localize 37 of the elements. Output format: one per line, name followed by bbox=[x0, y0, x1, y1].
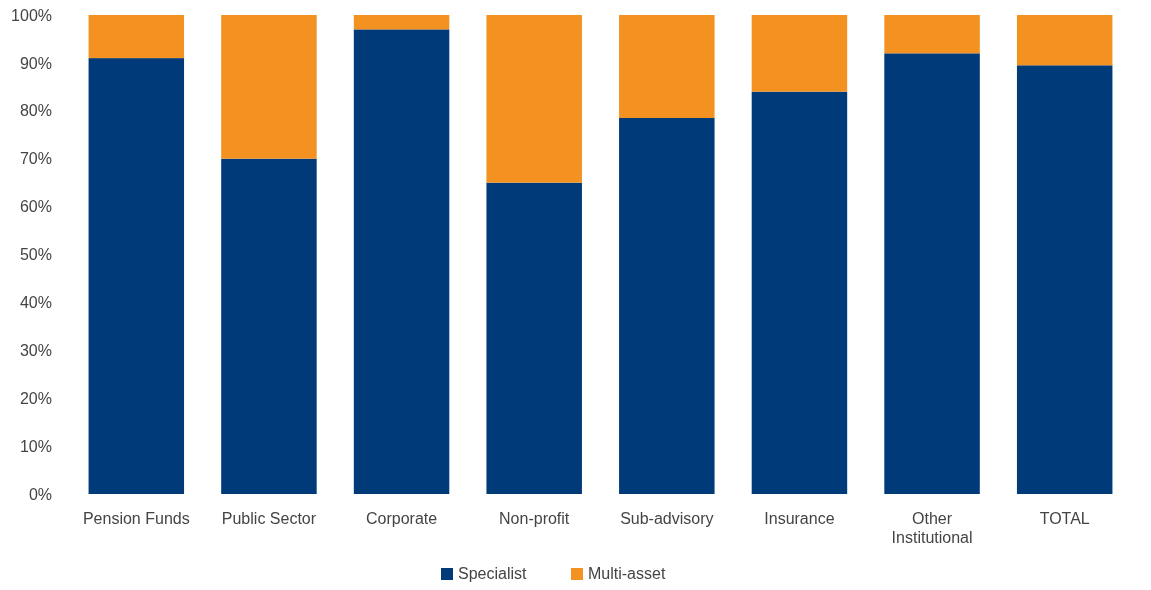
bar bbox=[486, 15, 582, 183]
bar bbox=[88, 15, 185, 59]
bar bbox=[1016, 15, 1113, 66]
x-tick-label: Other Institutional bbox=[891, 510, 973, 546]
y-tick-label: 30% bbox=[19, 341, 52, 359]
y-tick-label: 10% bbox=[19, 437, 52, 455]
bar bbox=[751, 15, 848, 92]
y-tick-label: 50% bbox=[19, 246, 52, 264]
x-tick-label: Pension Funds bbox=[82, 510, 190, 527]
y-tick-label: 20% bbox=[19, 389, 52, 407]
y-tick-label: 70% bbox=[19, 150, 52, 168]
bar bbox=[486, 182, 582, 494]
bar bbox=[1016, 65, 1113, 494]
x-tick-label: TOTAL bbox=[1039, 510, 1090, 527]
bar bbox=[88, 58, 185, 494]
bar bbox=[619, 15, 715, 118]
bar bbox=[353, 15, 450, 30]
legend-label: Specialist bbox=[458, 565, 528, 582]
x-tick-label: Public Sector bbox=[221, 510, 317, 527]
bar bbox=[884, 53, 980, 494]
x-tick-label: Insurance bbox=[764, 510, 835, 527]
y-tick-label: 100% bbox=[11, 6, 52, 24]
x-tick-label: Sub-advisory bbox=[620, 510, 714, 527]
y-tick-label: 0% bbox=[28, 485, 52, 503]
bar bbox=[221, 158, 317, 494]
bar bbox=[221, 15, 317, 159]
x-tick-label: Non-profit bbox=[499, 510, 570, 527]
x-tick-label: Corporate bbox=[365, 510, 438, 527]
y-tick-label: 60% bbox=[19, 198, 52, 216]
bar bbox=[884, 15, 980, 54]
legend-label: Multi-asset bbox=[588, 565, 666, 582]
y-tick-label: 90% bbox=[19, 54, 52, 72]
y-tick-label: 80% bbox=[19, 102, 52, 120]
bar bbox=[619, 117, 715, 494]
bar bbox=[353, 29, 450, 494]
bar bbox=[751, 91, 848, 494]
y-tick-label: 40% bbox=[19, 294, 52, 311]
